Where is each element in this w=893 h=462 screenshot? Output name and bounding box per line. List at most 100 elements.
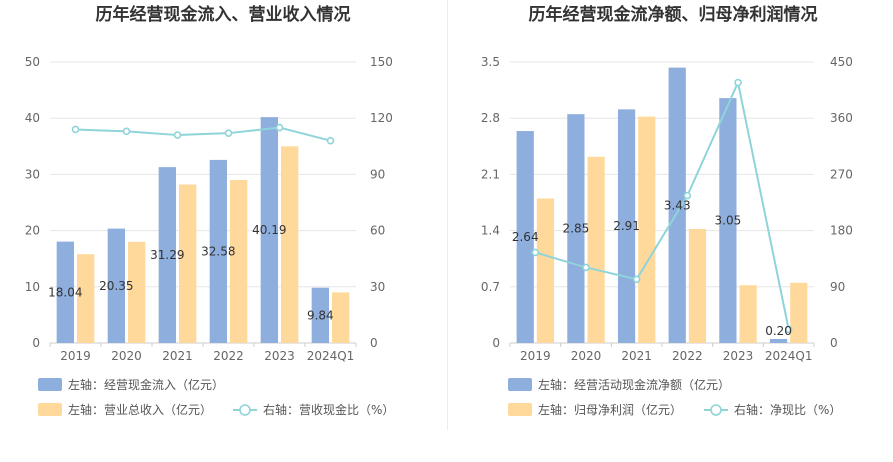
- left-axis-tick-label: 50: [25, 55, 40, 69]
- bar-primary: [311, 287, 329, 343]
- bar-secondary: [587, 156, 605, 343]
- right-axis-tick-label: 90: [830, 280, 845, 294]
- x-axis-category-label: 2022: [213, 349, 244, 363]
- bar-primary: [56, 241, 74, 343]
- right-axis-tick-label: 90: [370, 167, 385, 181]
- ratio-point: [531, 248, 540, 257]
- left-axis-tick-label: 2.1: [481, 167, 500, 181]
- ratio-point: [224, 129, 233, 137]
- ratio-line: [535, 79, 790, 330]
- bar-data-label: 3.05: [715, 214, 742, 228]
- left-axis-tick-label: 10: [25, 280, 40, 294]
- x-axis-category-label: 2022: [672, 349, 703, 363]
- ratio-line: [75, 126, 331, 142]
- bar-primary: [769, 338, 788, 343]
- x-axis-category-label: 2024Q1: [765, 349, 813, 363]
- legend-label: 左轴：经营活动现金流净额（亿元）: [538, 377, 730, 392]
- right-axis-tick-label: 0: [830, 336, 838, 350]
- bar-secondary: [536, 198, 555, 343]
- legend-swatch[interactable]: [38, 378, 62, 391]
- bar-secondary: [281, 146, 299, 343]
- x-axis-category-label: 2020: [111, 349, 142, 363]
- chart-title: 历年经营现金流入、营业收入情况: [96, 4, 351, 25]
- bar-primary: [107, 228, 125, 343]
- bar-primary: [516, 131, 534, 343]
- panel-divider: [447, 0, 448, 430]
- ratio-point: [173, 131, 182, 139]
- chart-title: 历年经营现金流净额、归母净利润情况: [529, 4, 818, 25]
- x-axis-category-label: 2023: [723, 349, 754, 363]
- bar-data-label: 2.64: [512, 230, 539, 244]
- x-axis-category-label: 2021: [162, 349, 193, 363]
- ratio-point: [582, 263, 590, 272]
- bar-secondary: [230, 180, 248, 343]
- right-axis-tick-label: 60: [370, 224, 385, 238]
- ratio-point: [784, 325, 793, 334]
- right-axis-tick-label: 120: [370, 111, 393, 125]
- ratio-point: [683, 191, 692, 200]
- bar-secondary: [638, 116, 656, 343]
- x-axis-category-label: 2021: [621, 349, 652, 363]
- legend-label: 左轴：营业总收入（亿元）: [68, 402, 212, 417]
- bar-secondary: [128, 241, 146, 343]
- legend-label: 左轴：归母净利润（亿元）: [538, 402, 682, 417]
- bar-primary: [260, 117, 278, 343]
- x-axis-category-label: 2024Q1: [307, 349, 355, 363]
- right-axis-tick-label: 150: [370, 55, 393, 69]
- bar-data-label: 18.04: [48, 285, 82, 299]
- bar-secondary: [688, 228, 707, 343]
- bar-primary: [668, 67, 686, 344]
- x-axis-category-label: 2023: [264, 349, 295, 363]
- ratio-point: [275, 123, 284, 132]
- right-axis-tick-label: 270: [830, 167, 853, 181]
- ratio-point: [122, 127, 131, 136]
- legend-swatch[interactable]: [508, 403, 532, 416]
- ratio-point: [734, 78, 742, 87]
- bar-secondary: [179, 184, 197, 343]
- bar-data-label: 20.35: [99, 279, 133, 293]
- left-axis-tick-label: 0: [32, 336, 40, 350]
- right-axis-tick-label: 450: [830, 55, 853, 69]
- bar-primary: [209, 159, 227, 343]
- right-axis-tick-label: 360: [830, 111, 853, 125]
- left-axis-tick-label: 20: [25, 224, 40, 238]
- x-axis-category-label: 2019: [60, 349, 91, 363]
- bar-secondary: [332, 292, 350, 343]
- bar-secondary: [739, 285, 757, 343]
- legend-label: 右轴：净现比（%）: [734, 402, 841, 417]
- x-axis-category-label: 2020: [571, 349, 602, 363]
- ratio-point: [632, 275, 641, 284]
- bar-data-label: 31.29: [150, 248, 184, 262]
- left-axis-tick-label: 2.8: [481, 111, 500, 125]
- bar-data-label: 32.58: [201, 244, 235, 258]
- legend-swatch[interactable]: [508, 378, 532, 391]
- ratio-point: [326, 136, 335, 145]
- legend-line-marker[interactable]: [239, 404, 251, 416]
- bar-primary: [719, 98, 737, 343]
- bar-data-label: 0.20: [765, 324, 792, 338]
- legend-label: 左轴：经营现金流入（亿元）: [68, 377, 224, 392]
- bar-primary: [567, 114, 585, 343]
- bar-data-label: 2.85: [563, 222, 590, 236]
- left-axis-tick-label: 1.4: [481, 224, 500, 238]
- bar-data-label: 2.91: [613, 219, 640, 233]
- left-axis-tick-label: 30: [25, 167, 40, 181]
- bar-data-label: 3.43: [664, 198, 691, 212]
- ratio-point: [71, 125, 80, 134]
- legend-swatch[interactable]: [38, 403, 62, 416]
- bar-primary: [158, 167, 176, 343]
- legend-line-marker[interactable]: [710, 404, 722, 416]
- left-axis-tick-label: 0.7: [481, 280, 500, 294]
- right-axis-tick-label: 180: [830, 224, 853, 238]
- left-axis-tick-label: 3.5: [481, 55, 500, 69]
- bar-secondary: [790, 282, 808, 343]
- left-axis-tick-label: 0: [492, 336, 500, 350]
- bar-primary: [617, 109, 636, 344]
- bar-secondary: [77, 254, 95, 343]
- right-axis-tick-label: 30: [370, 280, 385, 294]
- bar-data-label: 9.84: [307, 308, 334, 322]
- x-axis-category-label: 2019: [520, 349, 551, 363]
- right-axis-tick-label: 0: [370, 336, 378, 350]
